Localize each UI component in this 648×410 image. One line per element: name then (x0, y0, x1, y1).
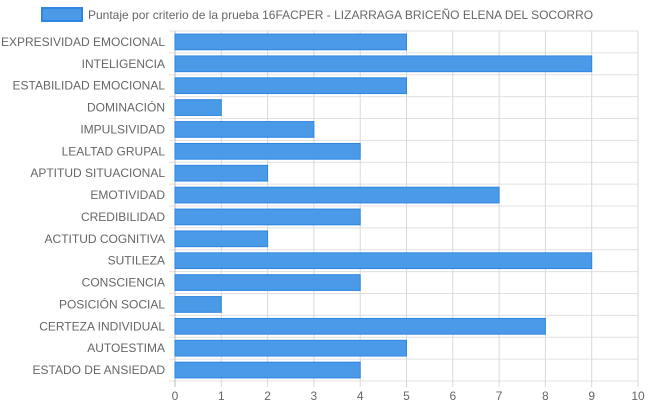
x-tick-label: 3 (311, 389, 318, 403)
bar[interactable] (174, 339, 407, 357)
category-label: POSICIÓN SOCIAL (59, 296, 165, 311)
category-label: EXPRESIVIDAD EMOCIONAL (1, 35, 165, 49)
x-tick-label: 8 (542, 389, 549, 403)
category-label: CREDIBILIDAD (81, 210, 165, 224)
x-axis-tick-labels: 0 1 2 3 4 5 6 7 8 9 10 (172, 389, 645, 403)
x-tick-label: 1 (218, 389, 225, 403)
legend-swatch[interactable] (41, 7, 83, 22)
category-label: SUTILEZA (108, 254, 165, 268)
x-tick-label: 0 (172, 389, 179, 403)
x-tick-label: 2 (264, 389, 271, 403)
bar[interactable] (174, 77, 407, 95)
x-tick-label: 7 (496, 389, 503, 403)
bar[interactable] (174, 208, 361, 226)
bar[interactable] (174, 252, 593, 270)
bar[interactable] (174, 33, 407, 51)
category-label: CONSCIENCIA (82, 276, 165, 290)
bar[interactable] (174, 296, 222, 313)
category-label: CERTEZA INDIVIDUAL (39, 319, 165, 333)
category-labels: EXPRESIVIDAD EMOCIONAL INTELIGENCIA ESTABI… (1, 35, 165, 377)
category-label: IMPULSIVIDAD (80, 122, 165, 136)
bar[interactable] (174, 99, 222, 116)
category-label: AUTOESTIMA (87, 341, 165, 355)
bar[interactable] (174, 274, 361, 291)
x-tick-label: 6 (449, 389, 456, 403)
x-tick-label: 10 (631, 389, 645, 403)
bar[interactable] (174, 142, 361, 160)
x-tick-label: 9 (588, 389, 595, 403)
category-label: APTITUD SITUACIONAL (30, 166, 165, 180)
bars (174, 33, 593, 379)
category-label: EMOTIVIDAD (90, 188, 165, 202)
bar[interactable] (174, 361, 361, 379)
legend-label[interactable]: Puntaje por criterio de la prueba 16FACP… (88, 8, 593, 22)
bar[interactable] (174, 186, 500, 204)
bar[interactable] (174, 121, 315, 138)
x-tick-label: 4 (357, 389, 364, 403)
bar[interactable] (174, 230, 269, 248)
category-label: LEALTAD GRUPAL (62, 144, 166, 158)
category-label: INTELIGENCIA (82, 57, 165, 71)
category-label: ACTITUD COGNITIVA (45, 232, 165, 246)
bar[interactable] (174, 317, 546, 335)
category-label: ESTADO DE ANSIEDAD (33, 363, 166, 377)
category-label: DOMINACIÓN (87, 100, 165, 115)
legend[interactable]: Puntaje por criterio de la prueba 16FACP… (41, 7, 593, 22)
bar[interactable] (174, 55, 593, 73)
x-tick-label: 5 (403, 389, 410, 403)
category-label: ESTABILIDAD EMOCIONAL (13, 79, 166, 93)
bar[interactable] (174, 164, 269, 182)
